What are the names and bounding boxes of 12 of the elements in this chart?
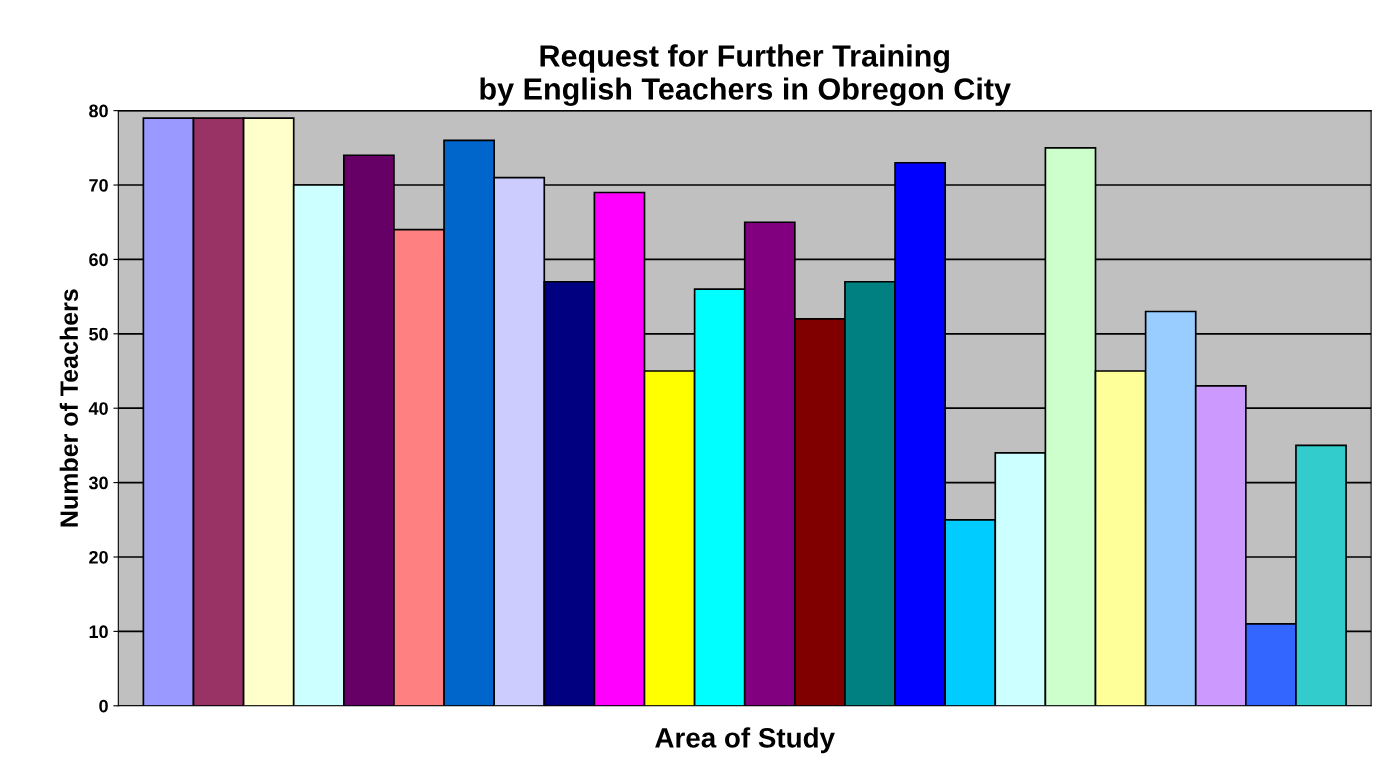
chart-title: Request for Further Training by English Teachers in Obregon City [480,44,1011,106]
y-tick-label: 10 [89,625,108,639]
x-axis-title: Area of Study [655,727,835,754]
y-tick-label: 50 [89,327,108,341]
y-tick-label: 60 [89,253,108,267]
y-tick-label: 70 [89,178,108,192]
y-tick-label: 30 [88,476,108,490]
y-tick-label: 20 [89,550,108,564]
y-tick-label: 40 [88,402,108,415]
y-tick-label: 0 [99,699,108,713]
y-axis-title: Number of Teachers [59,289,79,527]
y-tick-label: 80 [89,104,108,118]
